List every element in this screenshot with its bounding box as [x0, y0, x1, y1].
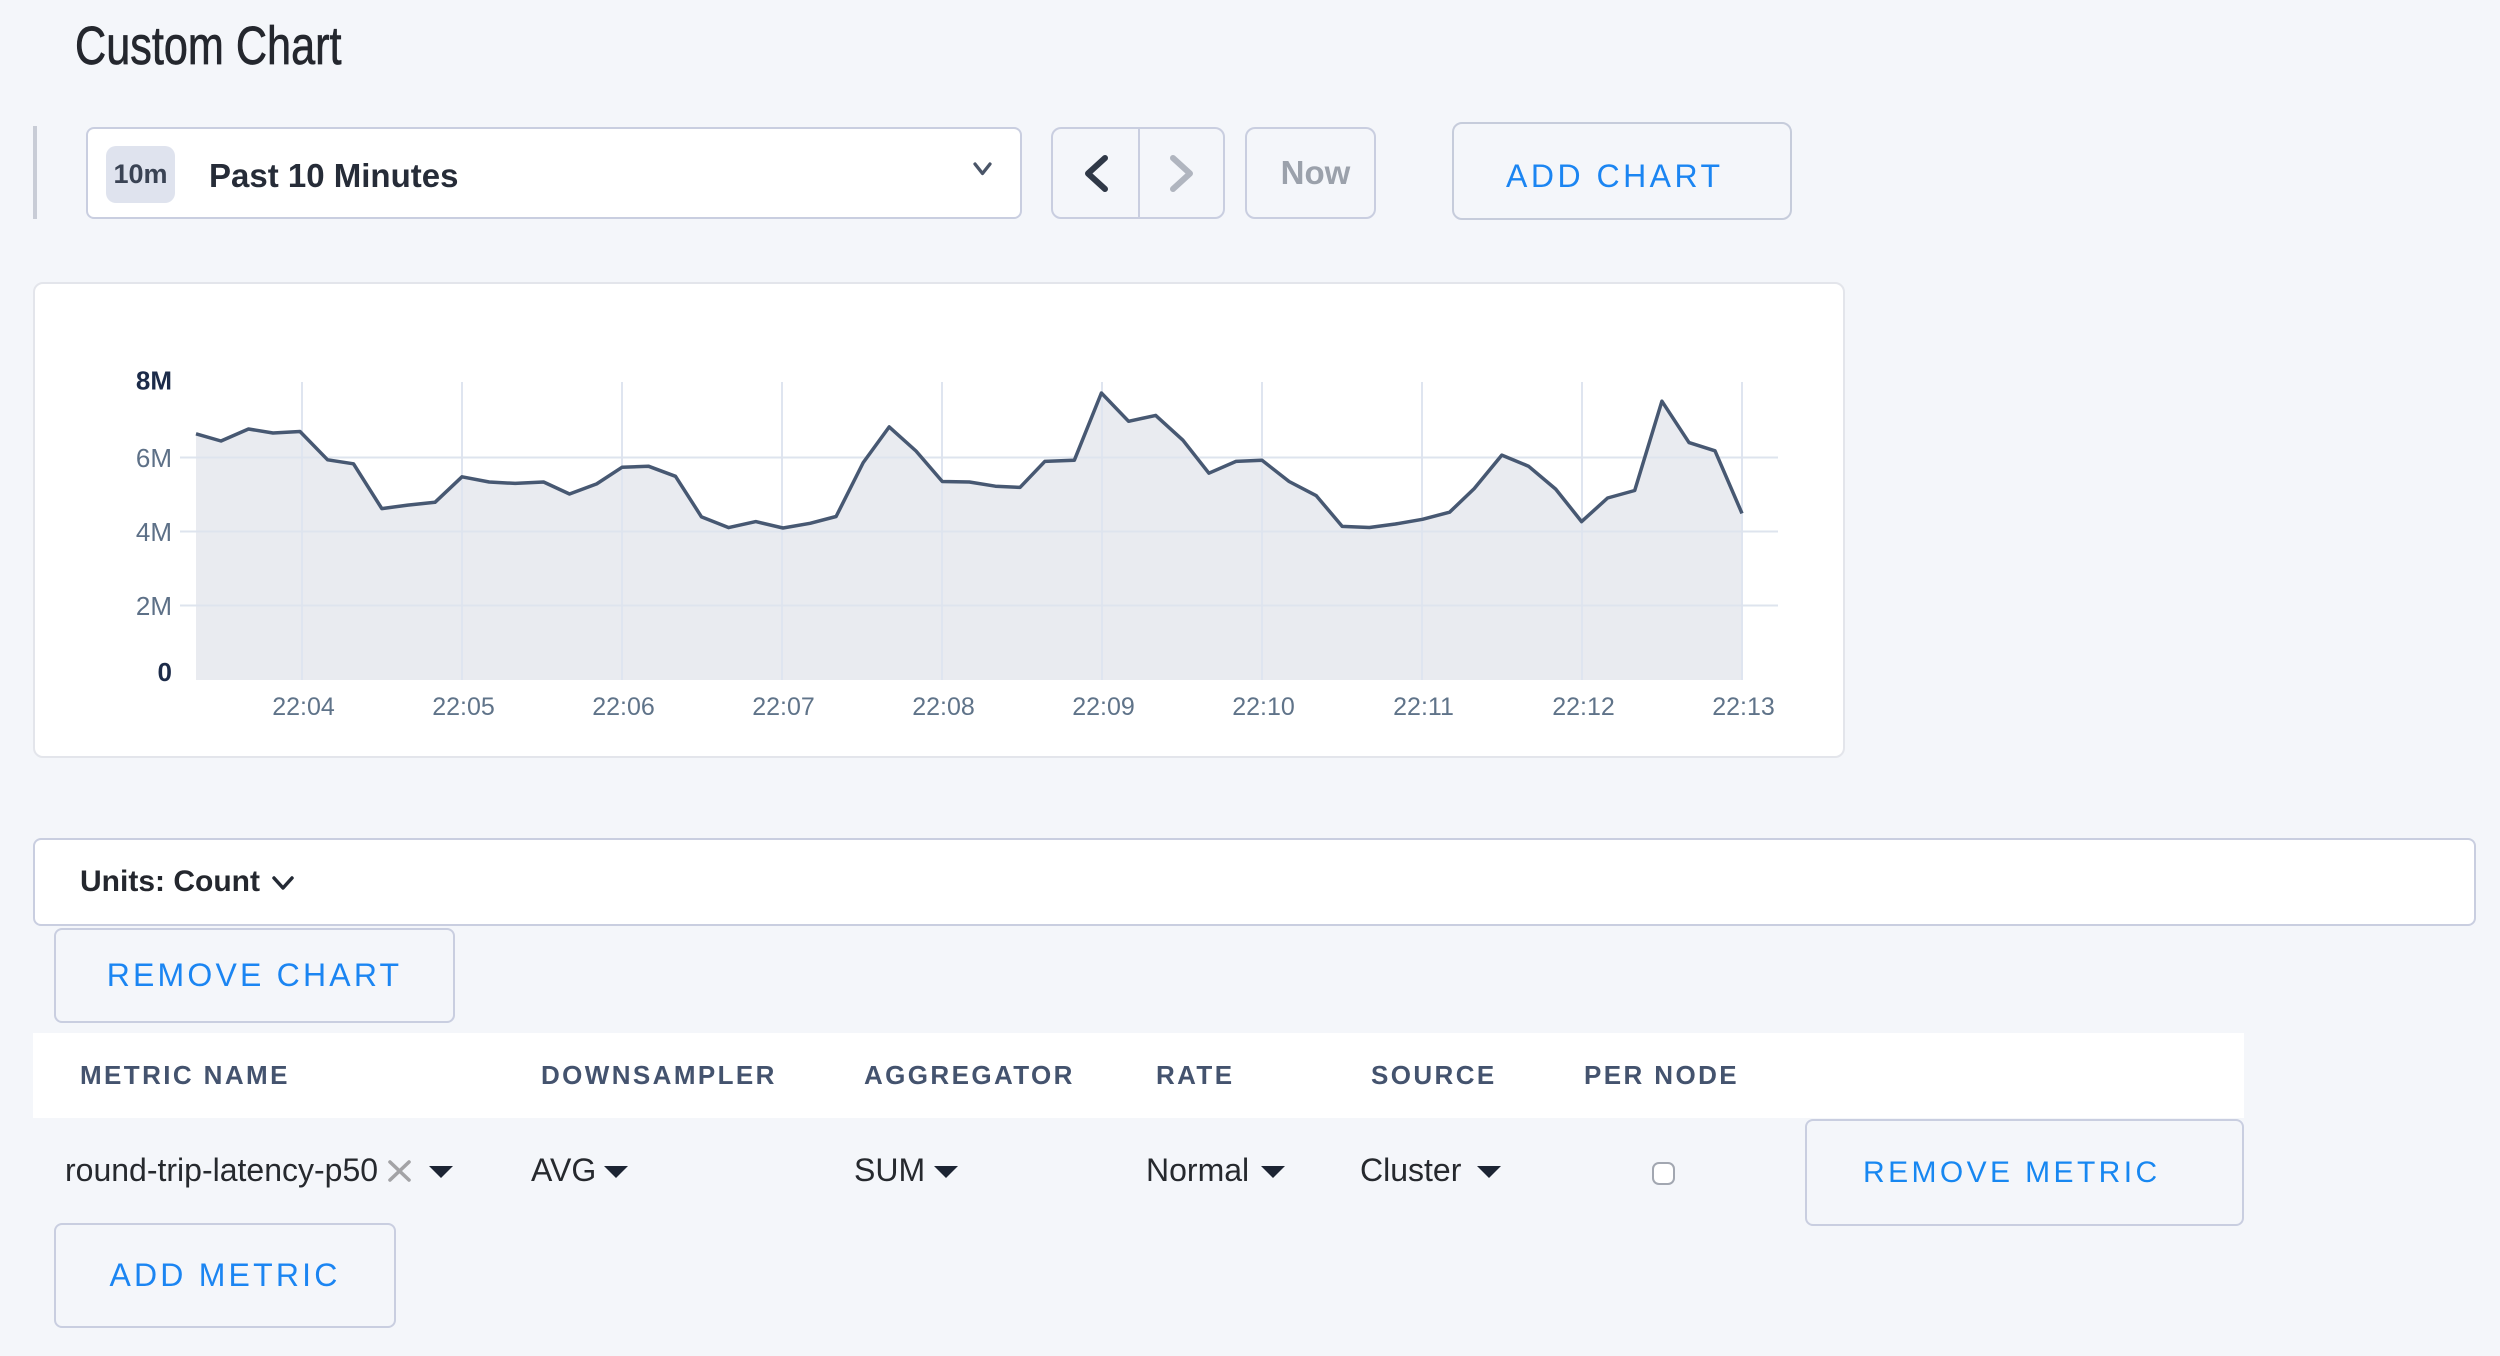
svg-text:6M: 6M	[136, 443, 172, 473]
svg-text:22:04: 22:04	[272, 693, 335, 721]
svg-text:8M: 8M	[136, 366, 172, 396]
svg-text:4M: 4M	[136, 517, 172, 547]
svg-text:22:05: 22:05	[432, 693, 495, 721]
svg-text:22:12: 22:12	[1552, 693, 1615, 721]
svg-text:22:11: 22:11	[1393, 693, 1454, 721]
svg-text:22:09: 22:09	[1072, 693, 1135, 721]
svg-text:22:06: 22:06	[592, 693, 655, 721]
svg-text:22:10: 22:10	[1232, 693, 1295, 721]
svg-text:22:08: 22:08	[912, 693, 975, 721]
svg-text:0: 0	[158, 657, 172, 687]
svg-text:2M: 2M	[136, 591, 172, 621]
svg-text:22:07: 22:07	[752, 693, 815, 721]
svg-text:22:13: 22:13	[1712, 693, 1775, 721]
